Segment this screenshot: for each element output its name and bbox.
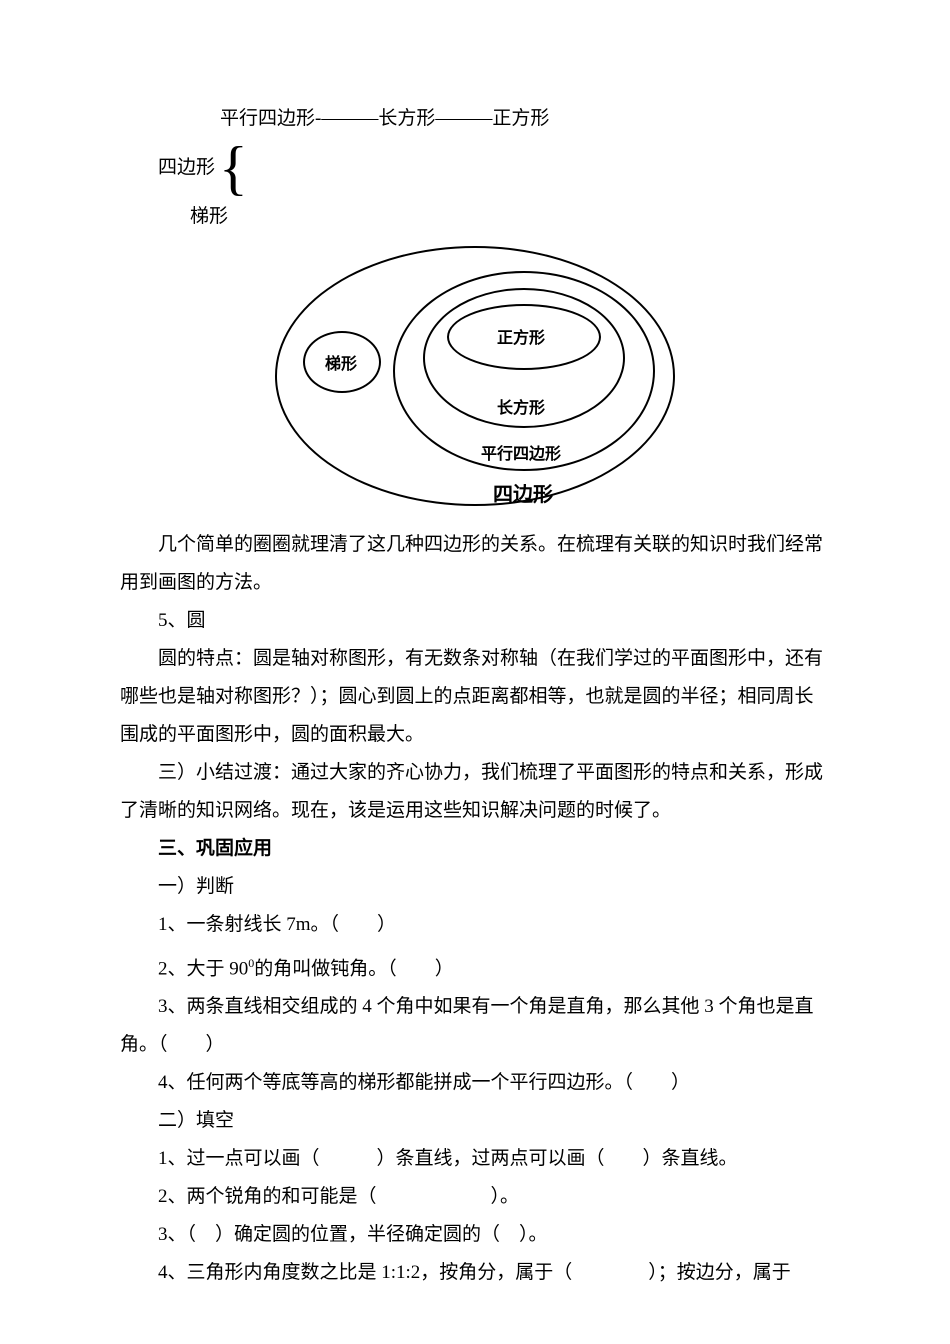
judge-item-4: 4、任何两个等底等高的梯形都能拼成一个平行四边形。（ ） <box>120 1064 830 1102</box>
tree-trapezoid-label: 梯形 <box>190 206 228 227</box>
label-trapezoid: 梯形 <box>325 350 357 374</box>
heading-judge: 一）判断 <box>120 868 830 906</box>
tree-seg-2: 长方形——— <box>378 108 492 129</box>
tree-row-trapezoid: 梯形 <box>190 198 830 236</box>
tree-root-label: 四边形 <box>158 149 215 187</box>
fill-item-4: 4、三角形内角度数之比是 1:1:2，按角分，属于（ ）；按边分，属于 <box>120 1254 830 1292</box>
heading-fill: 二）填空 <box>120 1102 830 1140</box>
fill-item-2: 2、两个锐角的和可能是（ ）。 <box>120 1178 830 1216</box>
label-quadrilateral: 四边形 <box>493 478 553 507</box>
tree-row-parallelogram: 平行四边形-———长方形———正方形 <box>220 100 830 138</box>
paragraph-transition: 三）小结过渡：通过大家的齐心协力，我们梳理了平面图形的特点和关系，形成了清晰的知… <box>120 754 830 830</box>
label-parallelogram: 平行四边形 <box>481 440 561 464</box>
heading-circle: 5、圆 <box>120 602 830 640</box>
brace-icon: { <box>219 138 248 198</box>
paragraph-circle-properties: 圆的特点：圆是轴对称图形，有无数条对称轴（在我们学过的平面图形中，还有哪些也是轴… <box>120 640 830 754</box>
document-page: 平行四边形-———长方形———正方形 四边形 { 梯形 梯形 正方形 长方形 平… <box>0 0 950 1344</box>
label-square: 正方形 <box>497 324 545 348</box>
paragraph-summary-venn: 几个简单的圈圈就理清了这几种四边形的关系。在梳理有关联的知识时我们经常用到画图的… <box>120 526 830 602</box>
classification-tree: 平行四边形-———长方形———正方形 四边形 { 梯形 <box>150 100 830 236</box>
tree-seg-1: 平行四边形-——— <box>220 108 378 129</box>
fill-item-1: 1、过一点可以画（ ）条直线，过两点可以画（ ）条直线。 <box>120 1140 830 1178</box>
venn-diagram: 梯形 正方形 长方形 平行四边形 四边形 <box>275 246 675 506</box>
judge-item-2: 2、大于 900的角叫做钝角。（ ） <box>120 944 830 988</box>
heading-section-3: 三、巩固应用 <box>120 830 830 868</box>
venn-diagram-container: 梯形 正方形 长方形 平行四边形 四边形 <box>120 246 830 506</box>
judge-item-1: 1、一条射线长 7m。（ ） <box>120 906 830 944</box>
tree-seg-3: 正方形 <box>492 108 549 129</box>
label-rectangle: 长方形 <box>497 394 545 418</box>
tree-row-root: 四边形 { <box>150 138 830 198</box>
fill-item-3: 3、（ ）确定圆的位置，半径确定圆的（ ）。 <box>120 1216 830 1254</box>
judge-item-3: 3、两条直线相交组成的 4 个角中如果有一个角是直角，那么其他 3 个角也是直角… <box>120 988 830 1064</box>
